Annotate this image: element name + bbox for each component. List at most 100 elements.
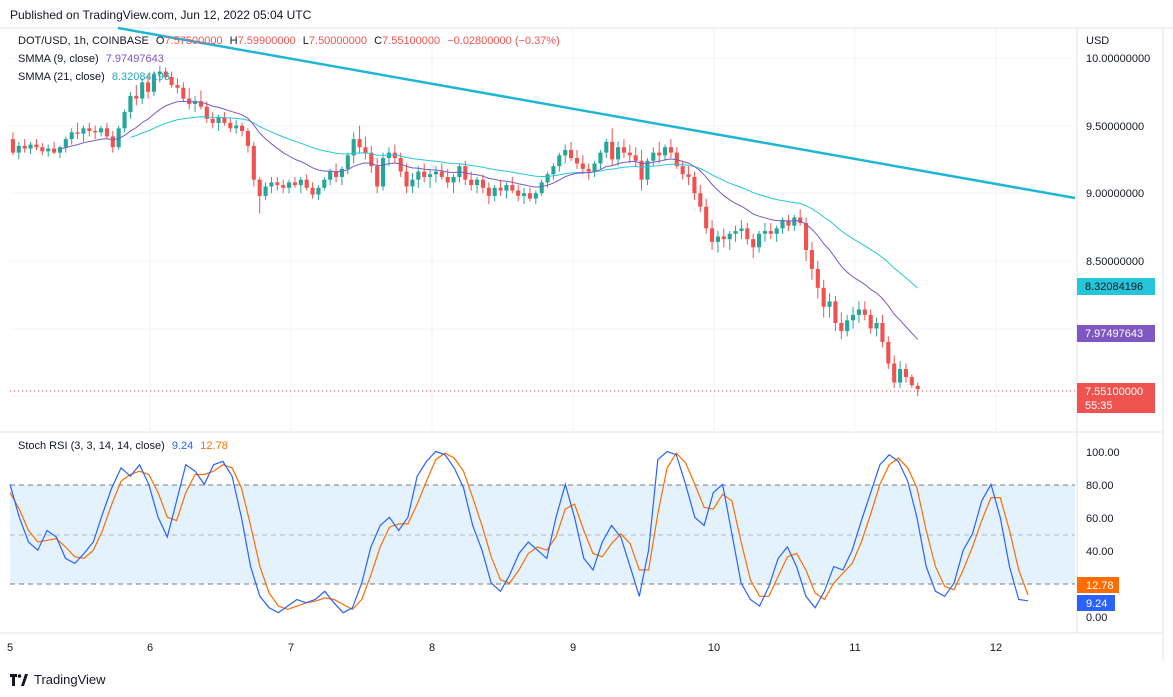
- stoch-legend[interactable]: Stoch RSI (3, 3, 14, 14, close) 9.24 12.…: [18, 440, 232, 452]
- candle-body[interactable]: [234, 125, 239, 129]
- candle-body[interactable]: [504, 185, 509, 191]
- candle-body[interactable]: [16, 145, 21, 153]
- candle-body[interactable]: [809, 249, 814, 269]
- candle-body[interactable]: [381, 158, 386, 187]
- candle-body[interactable]: [81, 128, 86, 134]
- candle-body[interactable]: [710, 228, 715, 242]
- candle-body[interactable]: [181, 87, 186, 99]
- candle-body[interactable]: [369, 152, 374, 167]
- candle-body[interactable]: [52, 148, 57, 153]
- candle-body[interactable]: [433, 171, 438, 175]
- candle-body[interactable]: [598, 152, 603, 164]
- candle-body[interactable]: [469, 179, 474, 186]
- candle-body[interactable]: [663, 147, 668, 156]
- candle-body[interactable]: [169, 76, 174, 86]
- candle-body[interactable]: [210, 118, 215, 123]
- candle-body[interactable]: [316, 187, 321, 195]
- candle-body[interactable]: [533, 193, 538, 199]
- candle-body[interactable]: [375, 166, 380, 187]
- candle-body[interactable]: [739, 228, 744, 232]
- candle-body[interactable]: [216, 117, 221, 123]
- candle-body[interactable]: [10, 139, 15, 153]
- candle-body[interactable]: [57, 147, 62, 153]
- candle-body[interactable]: [745, 228, 750, 240]
- candle-body[interactable]: [545, 174, 550, 183]
- candle-body[interactable]: [363, 147, 368, 153]
- candle-body[interactable]: [451, 176, 456, 183]
- candle-body[interactable]: [140, 82, 145, 99]
- candle-body[interactable]: [833, 301, 838, 323]
- candle-body[interactable]: [110, 136, 115, 148]
- candle-body[interactable]: [686, 174, 691, 177]
- candle-body[interactable]: [334, 171, 339, 177]
- candle-body[interactable]: [551, 166, 556, 175]
- candle-body[interactable]: [610, 141, 615, 160]
- candle-body[interactable]: [639, 160, 644, 180]
- candle-body[interactable]: [99, 128, 104, 133]
- candle-body[interactable]: [604, 141, 609, 153]
- candle-body[interactable]: [792, 217, 797, 226]
- candle-body[interactable]: [339, 168, 344, 177]
- candle-body[interactable]: [880, 322, 885, 342]
- candle-body[interactable]: [404, 171, 409, 187]
- candle-body[interactable]: [657, 152, 662, 156]
- candle-body[interactable]: [721, 236, 726, 240]
- candle-body[interactable]: [104, 128, 109, 137]
- candle-body[interactable]: [804, 222, 809, 250]
- candle-body[interactable]: [839, 322, 844, 332]
- candle-body[interactable]: [586, 168, 591, 172]
- candle-body[interactable]: [257, 179, 262, 196]
- candle-body[interactable]: [345, 155, 350, 169]
- candle-body[interactable]: [22, 145, 27, 149]
- candle-body[interactable]: [733, 231, 738, 234]
- candle-body[interactable]: [410, 179, 415, 187]
- candle-body[interactable]: [909, 377, 914, 386]
- candle-body[interactable]: [698, 193, 703, 207]
- candle-body[interactable]: [357, 139, 362, 148]
- candle-body[interactable]: [87, 128, 92, 132]
- candle-body[interactable]: [69, 132, 74, 140]
- candle-body[interactable]: [46, 148, 51, 152]
- candle-body[interactable]: [851, 314, 856, 321]
- candle-body[interactable]: [563, 149, 568, 156]
- candle-body[interactable]: [486, 187, 491, 196]
- candle-body[interactable]: [903, 368, 908, 378]
- candle-body[interactable]: [715, 236, 720, 242]
- candle-body[interactable]: [475, 179, 480, 186]
- candle-body[interactable]: [786, 220, 791, 226]
- candle-body[interactable]: [874, 322, 879, 329]
- candle-body[interactable]: [198, 101, 203, 107]
- candle-body[interactable]: [163, 71, 168, 77]
- candle-body[interactable]: [193, 101, 198, 104]
- symbol-legend[interactable]: DOT/USD, 1h, COINBASE O7.57500000 H7.599…: [18, 35, 564, 47]
- candle-body[interactable]: [539, 182, 544, 194]
- candle-body[interactable]: [204, 106, 209, 119]
- candle-body[interactable]: [757, 233, 762, 248]
- candle-body[interactable]: [492, 187, 497, 196]
- candle-body[interactable]: [627, 152, 632, 156]
- candle-body[interactable]: [251, 145, 256, 180]
- candle-body[interactable]: [621, 147, 626, 153]
- candle-body[interactable]: [281, 185, 286, 188]
- candle-body[interactable]: [480, 179, 485, 188]
- candle-body[interactable]: [580, 163, 585, 169]
- candle-body[interactable]: [516, 190, 521, 196]
- candle-body[interactable]: [522, 193, 527, 196]
- candle-body[interactable]: [856, 309, 861, 315]
- candle-body[interactable]: [774, 228, 779, 234]
- candle-body[interactable]: [651, 152, 656, 161]
- candle-body[interactable]: [40, 147, 45, 152]
- candle-body[interactable]: [151, 74, 156, 92]
- candle-body[interactable]: [780, 220, 785, 229]
- candle-body[interactable]: [310, 187, 315, 195]
- candle-body[interactable]: [263, 186, 268, 196]
- candle-body[interactable]: [240, 125, 245, 132]
- candle-body[interactable]: [28, 144, 33, 149]
- candle-body[interactable]: [898, 368, 903, 383]
- candle-body[interactable]: [692, 176, 697, 194]
- candle-body[interactable]: [569, 149, 574, 159]
- candle-body[interactable]: [245, 131, 250, 146]
- candle-body[interactable]: [498, 187, 503, 191]
- candle-body[interactable]: [298, 179, 303, 186]
- candle-body[interactable]: [680, 166, 685, 175]
